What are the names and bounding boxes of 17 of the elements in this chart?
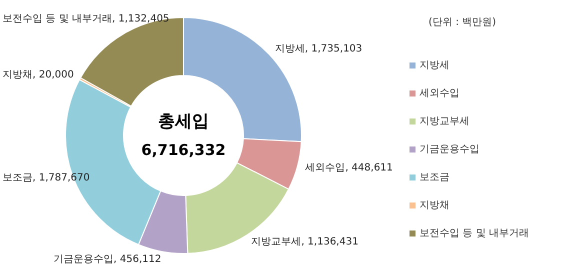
data-label: 세외수입, 448,611 <box>305 162 393 174</box>
legend-label: 지방세 <box>420 60 450 71</box>
legend-label: 지방채 <box>420 200 450 211</box>
data-label: 보전수입 등 및 내부거래, 1,132,405 <box>2 13 170 24</box>
legend-label: 지방교부세 <box>420 116 470 127</box>
data-label: 지방채, 20,000 <box>2 69 74 80</box>
text: 총세입 <box>158 112 209 132</box>
legend-label: 보조금 <box>420 172 450 183</box>
legend-label: 세외수입 <box>420 88 460 99</box>
text: 6,716,332 <box>141 141 226 159</box>
data-label: 지방교부세, 1,136,431 <box>251 236 358 248</box>
data-label: 기금운용수입, 456,112 <box>54 254 162 266</box>
data-label: 지방세, 1,735,103 <box>274 43 362 54</box>
legend-label: 보전수입 등 및 내부거래 <box>420 228 530 239</box>
legend-label: 기금운용수입 <box>420 144 480 155</box>
data-label: 보조금, 1,787,670 <box>2 172 90 184</box>
legend-title: (단위 : 백만원) <box>428 17 496 28</box>
